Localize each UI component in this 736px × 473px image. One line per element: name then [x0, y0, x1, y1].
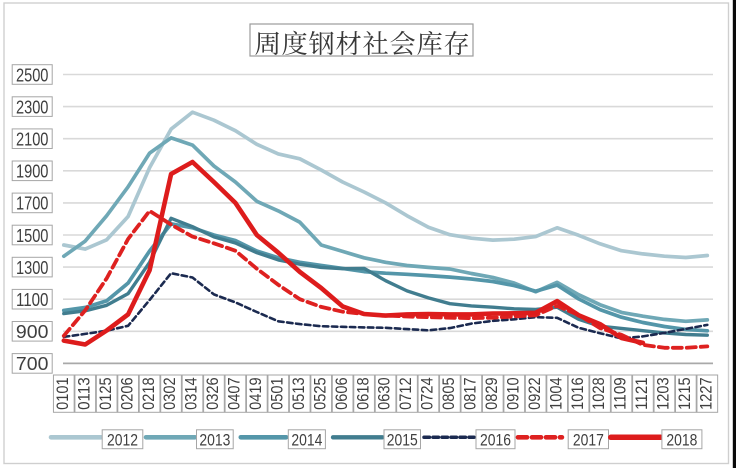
svg-text:0206: 0206: [118, 377, 136, 410]
svg-text:0101: 0101: [54, 377, 72, 410]
svg-text:0910: 0910: [504, 377, 522, 410]
svg-text:1900: 1900: [16, 162, 49, 182]
svg-text:0829: 0829: [483, 377, 501, 410]
svg-text:0525: 0525: [311, 377, 329, 410]
svg-text:0724: 0724: [419, 377, 437, 410]
svg-text:1700: 1700: [16, 194, 49, 214]
svg-text:2014: 2014: [291, 431, 322, 450]
svg-text:0712: 0712: [397, 377, 415, 410]
svg-text:2500: 2500: [16, 65, 49, 85]
svg-text:0407: 0407: [226, 377, 244, 410]
svg-text:1203: 1203: [655, 377, 673, 410]
svg-text:0125: 0125: [97, 377, 115, 410]
svg-text:2015: 2015: [387, 431, 418, 450]
svg-text:0922: 0922: [526, 377, 544, 410]
svg-text:0805: 0805: [440, 377, 458, 410]
svg-text:1215: 1215: [676, 377, 694, 410]
svg-text:0302: 0302: [161, 377, 179, 410]
svg-text:1016: 1016: [569, 377, 587, 410]
svg-text:1004: 1004: [547, 377, 565, 410]
svg-text:900: 900: [16, 322, 49, 342]
svg-text:0513: 0513: [290, 377, 308, 410]
svg-text:2300: 2300: [16, 97, 49, 117]
svg-text:0630: 0630: [376, 377, 394, 410]
svg-text:2013: 2013: [199, 431, 230, 450]
svg-text:0326: 0326: [204, 377, 222, 410]
svg-text:0314: 0314: [183, 377, 201, 410]
svg-text:1100: 1100: [16, 290, 49, 310]
svg-text:1500: 1500: [16, 226, 49, 246]
svg-text:2100: 2100: [16, 130, 49, 150]
svg-text:0501: 0501: [269, 377, 287, 410]
svg-text:700: 700: [16, 354, 49, 374]
svg-text:1121: 1121: [633, 377, 651, 410]
svg-text:2018: 2018: [666, 431, 697, 450]
svg-text:0113: 0113: [75, 377, 93, 410]
svg-text:1109: 1109: [612, 377, 630, 410]
svg-text:1227: 1227: [698, 377, 716, 410]
svg-text:1300: 1300: [16, 258, 49, 278]
svg-text:0218: 0218: [140, 377, 158, 410]
svg-text:2016: 2016: [480, 431, 511, 450]
svg-text:0419: 0419: [247, 377, 265, 410]
svg-text:0606: 0606: [333, 377, 351, 410]
svg-text:0817: 0817: [462, 377, 480, 410]
svg-text:2012: 2012: [107, 431, 138, 450]
svg-text:0618: 0618: [354, 377, 372, 410]
svg-text:2017: 2017: [573, 431, 604, 450]
svg-text:1028: 1028: [590, 377, 608, 410]
